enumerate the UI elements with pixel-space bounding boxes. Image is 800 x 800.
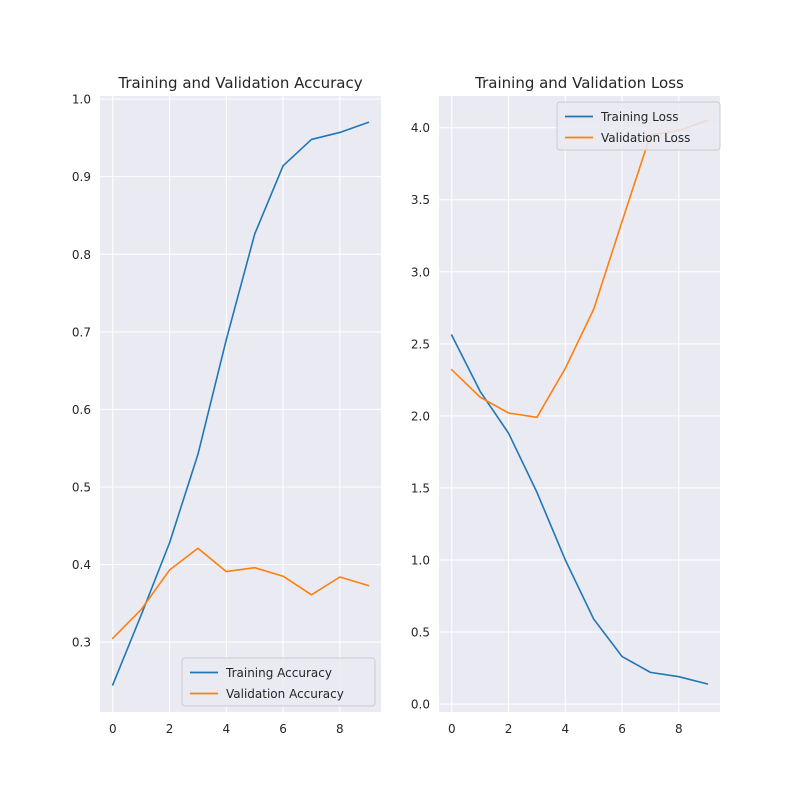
accuracy-x-tick-label: 8	[336, 722, 344, 736]
accuracy-x-tick-label: 4	[222, 722, 230, 736]
loss-tick-labels: 0 2 4 6 8 0.0 0.5 1.0 1.5 2.0 2.5 3.0 3.5 4.0	[411, 121, 683, 736]
loss-y-tick-label: 4.0	[411, 121, 430, 135]
loss-x-tick-label: 2	[505, 722, 513, 736]
accuracy-grid	[100, 96, 381, 712]
accuracy-x-tick-label: 6	[279, 722, 287, 736]
loss-y-tick-label: 1.5	[411, 481, 430, 495]
training-accuracy-legend-label: Training Accuracy	[225, 666, 332, 680]
loss-y-tick-label: 1.0	[411, 553, 430, 567]
accuracy-y-tick-label: 0.8	[72, 248, 91, 262]
loss-y-tick-label: 3.0	[411, 265, 430, 279]
accuracy-x-tick-label: 2	[166, 722, 174, 736]
accuracy-y-tick-label: 0.6	[72, 403, 91, 417]
accuracy-lines	[111, 121, 370, 686]
loss-grid	[439, 96, 720, 712]
validation-loss-legend-label: Validation Loss	[601, 131, 690, 145]
accuracy-y-tick-label: 0.7	[72, 325, 91, 339]
accuracy-y-tick-label: 1.0	[72, 93, 91, 107]
training-accuracy-line	[111, 121, 370, 686]
accuracy-y-tick-label: 0.9	[72, 170, 91, 184]
loss-x-tick-label: 0	[448, 722, 456, 736]
accuracy-legend: Training Accuracy Validation Accuracy	[181, 657, 376, 707]
loss-legend: Training Loss Validation Loss	[556, 101, 721, 151]
accuracy-chart-title: Training and Validation Accuracy	[117, 74, 362, 92]
loss-y-tick-label: 0.0	[411, 698, 430, 712]
accuracy-y-tick-label: 0.4	[72, 558, 91, 572]
validation-accuracy-line	[111, 547, 370, 640]
training-loss-line	[450, 334, 709, 685]
accuracy-chart: 0 2 4 6 8 0.3 0.4 0.5 0.6 0.7 0.8 0.9 1.0 Training a…	[72, 74, 381, 736]
accuracy-y-tick-label: 0.3	[72, 636, 91, 650]
accuracy-legend-box	[181, 657, 376, 707]
training-loss-legend-label: Training Loss	[600, 110, 678, 124]
loss-y-tick-label: 2.5	[411, 337, 430, 351]
loss-x-tick-label: 4	[561, 722, 569, 736]
accuracy-x-tick-label: 0	[109, 722, 117, 736]
loss-y-tick-label: 0.5	[411, 626, 430, 640]
loss-y-tick-label: 2.0	[411, 409, 430, 423]
loss-y-tick-label: 3.5	[411, 193, 430, 207]
accuracy-y-tick-label: 0.5	[72, 481, 91, 495]
accuracy-plot-area	[100, 96, 381, 712]
loss-x-tick-label: 6	[618, 722, 626, 736]
loss-plot-area	[439, 96, 720, 712]
loss-legend-box	[556, 101, 721, 151]
loss-chart: 0 2 4 6 8 0.0 0.5 1.0 1.5 2.0 2.5 3.0 3.5 4.0 Trainin…	[411, 74, 721, 736]
accuracy-tick-labels: 0 2 4 6 8 0.3 0.4 0.5 0.6 0.7 0.8 0.9 1.0	[72, 93, 344, 736]
loss-x-tick-label: 8	[675, 722, 683, 736]
loss-chart-title: Training and Validation Loss	[474, 74, 684, 92]
validation-accuracy-legend-label: Validation Accuracy	[226, 687, 344, 701]
